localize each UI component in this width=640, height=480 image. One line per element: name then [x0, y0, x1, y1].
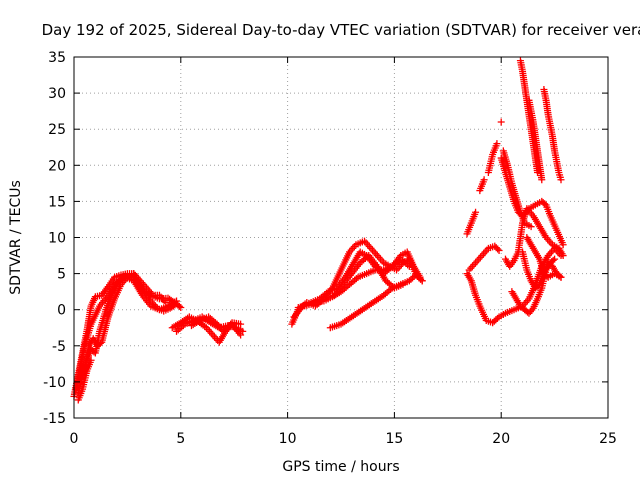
x-axis-label: GPS time / hours: [282, 459, 399, 475]
data-point: [493, 314, 501, 322]
y-tick-label: 5: [57, 267, 66, 283]
data-point: [494, 245, 502, 253]
data-series-track: [465, 242, 503, 274]
data-series-track: [497, 118, 505, 126]
y-tick-label: 25: [48, 122, 66, 138]
data-point: [538, 176, 546, 184]
data-point: [399, 280, 407, 288]
y-tick-label: 20: [48, 158, 66, 174]
data-series-track: [187, 313, 245, 335]
data-series-track: [516, 57, 542, 177]
data-series-track: [74, 271, 178, 397]
data-point: [480, 176, 488, 184]
data-series-track: [476, 176, 488, 195]
data-point: [551, 255, 559, 263]
y-tick-label: -15: [43, 411, 66, 427]
y-tick-label: -5: [52, 339, 66, 355]
y-tick-label: 35: [48, 50, 66, 66]
x-tick-label: 15: [385, 431, 403, 447]
data-point: [559, 241, 567, 249]
data-series-track: [72, 273, 181, 393]
data-point: [557, 176, 565, 184]
data-series-track: [540, 85, 565, 184]
x-tick-label: 20: [492, 431, 510, 447]
data-point: [559, 252, 567, 260]
data-series-track: [499, 147, 535, 231]
data-point: [472, 208, 480, 216]
data-point: [418, 277, 426, 285]
y-tick-label: 0: [57, 303, 66, 319]
data-series-track: [501, 205, 567, 270]
data-point: [549, 256, 557, 264]
x-tick-label: 25: [599, 431, 617, 447]
data-series-track: [508, 255, 559, 317]
data-series-track: [76, 270, 170, 386]
chart-title: Day 192 of 2025, Sidereal Day-to-day VTE…: [42, 21, 640, 39]
data-point: [177, 304, 185, 312]
data-series-track: [484, 140, 501, 177]
data-series-track: [525, 96, 546, 184]
y-axis-label: SDTVAR / TECUs: [8, 180, 24, 295]
data-point: [417, 275, 425, 283]
data-point: [497, 118, 505, 126]
data-point: [162, 298, 170, 306]
data-series-track: [519, 248, 565, 292]
data-point: [239, 327, 247, 335]
data-series-track: [463, 208, 480, 238]
data-series-track: [331, 252, 407, 299]
data-points: [70, 57, 567, 404]
axis-ticks: 0 5 10 15 20 25 -15 -10 -5 0 5 10 15 20 25 30 35: [43, 50, 617, 447]
data-point: [227, 320, 235, 328]
y-tick-label: 30: [48, 86, 66, 102]
x-tick-label: 0: [70, 431, 79, 447]
data-point: [495, 246, 503, 254]
data-point: [170, 298, 178, 306]
data-point: [175, 302, 183, 310]
data-point: [405, 262, 413, 270]
y-tick-label: 15: [48, 194, 66, 210]
data-point: [557, 273, 565, 281]
x-tick-label: 5: [176, 431, 185, 447]
y-tick-label: -10: [43, 375, 66, 391]
y-tick-label: 10: [48, 231, 66, 247]
data-point: [527, 223, 535, 231]
data-point: [87, 356, 95, 364]
data-point: [556, 272, 564, 280]
x-tick-label: 10: [279, 431, 297, 447]
data-point: [493, 140, 501, 148]
data-series-track: [74, 356, 95, 404]
data-point: [237, 320, 245, 328]
data-point: [169, 297, 177, 305]
